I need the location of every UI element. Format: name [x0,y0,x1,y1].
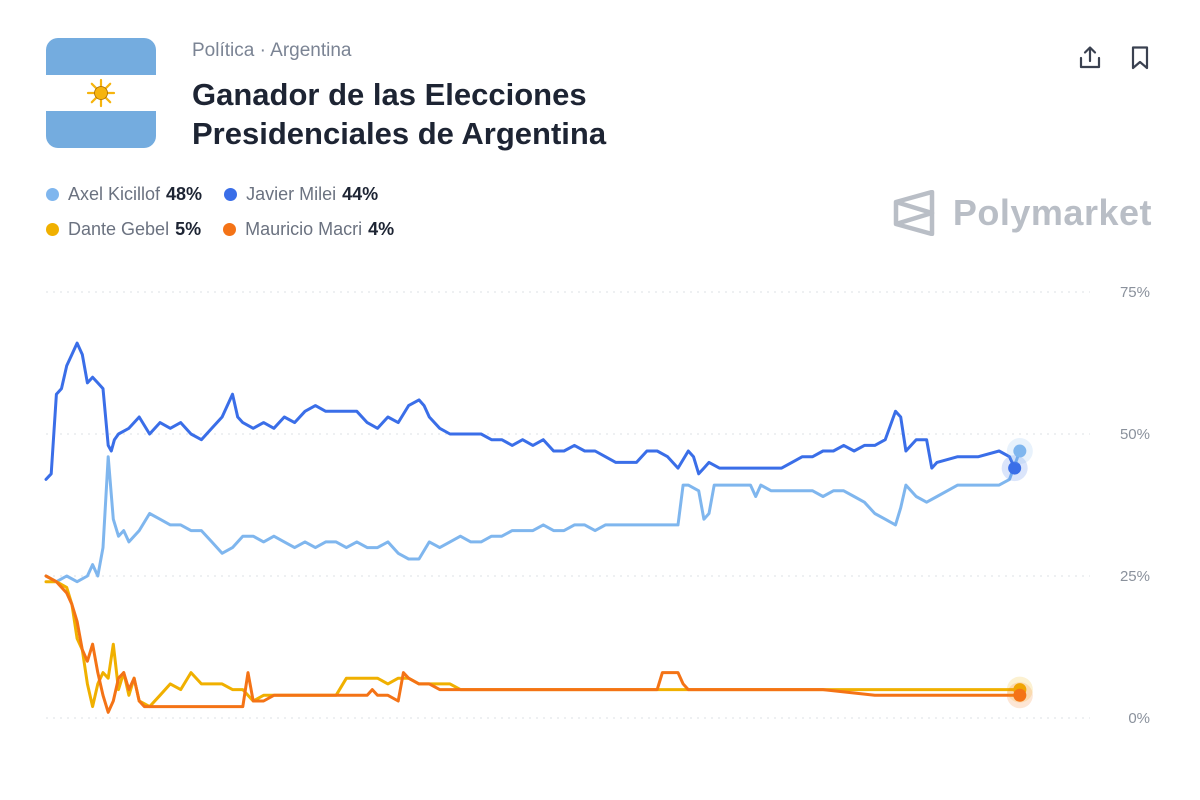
argentina-flag-icon [46,38,156,148]
header: Política · Argentina Ganador de las Elec… [192,40,632,153]
legend-item-javier-milei[interactable]: Javier Milei 44% [224,184,378,205]
endpoint-dot-axel-kicillof[interactable] [1013,444,1027,458]
legend-label: Mauricio Macri [245,219,363,239]
legend-dot [223,223,237,236]
endpoint-dot-javier-milei[interactable] [1008,461,1022,475]
sun-of-may-icon [86,78,116,108]
legend-row: Dante Gebel 5% Mauricio Macri 4% [46,219,394,240]
legend-value: 4% [368,219,395,239]
legend-row: Axel Kicillof 48% Javier Milei 44% [46,184,394,205]
flag-band-bottom [46,111,156,148]
legend-dot [46,188,59,201]
legend-item-mauricio-macri[interactable]: Mauricio Macri 4% [223,219,394,240]
endpoint-dot-mauricio-macri[interactable] [1013,688,1027,702]
breadcrumb[interactable]: Política · Argentina [192,40,352,61]
legend-label: Axel Kicillof [68,184,161,204]
page-title: Ganador de las Elecciones Presidenciales… [192,77,607,151]
chart-series [44,341,1022,714]
brand-watermark: Polymarket [893,190,1152,236]
legend-value: 44% [342,184,379,204]
legend-item-axel-kicillof[interactable]: Axel Kicillof 48% [46,184,202,205]
legend-value: 48% [166,184,203,204]
legend-dot [46,223,59,236]
chart-grid [46,291,1090,719]
series-line-axel-kicillof[interactable] [44,449,1022,584]
brand-name: Polymarket [952,192,1152,233]
legend-item-dante-gebel[interactable]: Dante Gebel 5% [46,219,201,240]
legend-label: Dante Gebel [68,219,170,239]
flag-band-top [46,38,156,75]
y-tick-label: 75% [1120,284,1150,301]
legend-dot [224,188,238,201]
series-line-javier-milei[interactable] [44,341,1017,481]
legend-value: 5% [175,219,202,239]
legend-label: Javier Milei [246,184,337,204]
legend: Axel Kicillof 48% Javier Milei 44% Dante… [46,184,394,254]
polymarket-logo-icon [893,190,935,236]
line-chart: 75% 50% 25% 0% [44,284,1150,727]
share-icon[interactable] [1076,44,1104,72]
series-line-dante-gebel[interactable] [44,580,1022,709]
chart-endpoints [1001,438,1033,709]
bookmark-icon[interactable] [1126,44,1154,72]
y-tick-label: 25% [1120,568,1150,585]
header-actions [1076,44,1154,72]
flag-band-middle [46,74,156,112]
series-line-mauricio-macri[interactable] [44,574,1022,714]
y-tick-label: 50% [1120,426,1150,443]
chart-ticks: 75% 50% 25% 0% [1120,284,1150,727]
y-tick-label: 0% [1128,710,1150,727]
